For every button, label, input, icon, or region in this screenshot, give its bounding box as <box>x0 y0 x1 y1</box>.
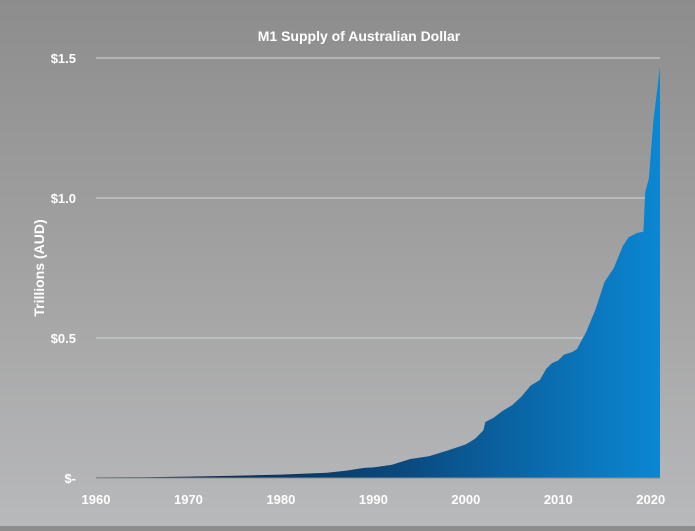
chart-title: M1 Supply of Australian Dollar <box>258 28 461 44</box>
x-tick-label-1: 1970 <box>174 492 203 507</box>
y-tick-label-3: $1.5 <box>51 51 76 66</box>
grid-layer <box>96 57 660 339</box>
x-tick-label-2: 1980 <box>266 492 295 507</box>
axis-layer: $- $0.5 $1.0 $1.5 1960 1970 1980 1990 2000 2010 20… <box>51 51 666 507</box>
x-tick-label-6: 2020 <box>636 492 665 507</box>
area-series-0 <box>96 66 660 479</box>
y-tick-label-1: $0.5 <box>51 331 76 346</box>
y-axis-title: Trillions (AUD) <box>31 219 47 316</box>
x-tick-label-0: 1960 <box>82 492 111 507</box>
x-tick-label-5: 2010 <box>544 492 573 507</box>
area-layer <box>96 66 660 479</box>
x-tick-label-4: 2000 <box>451 492 480 507</box>
y-tick-label-0: $- <box>64 471 76 486</box>
y-tick-label-2: $1.0 <box>51 191 76 206</box>
x-tick-label-3: 1990 <box>359 492 388 507</box>
